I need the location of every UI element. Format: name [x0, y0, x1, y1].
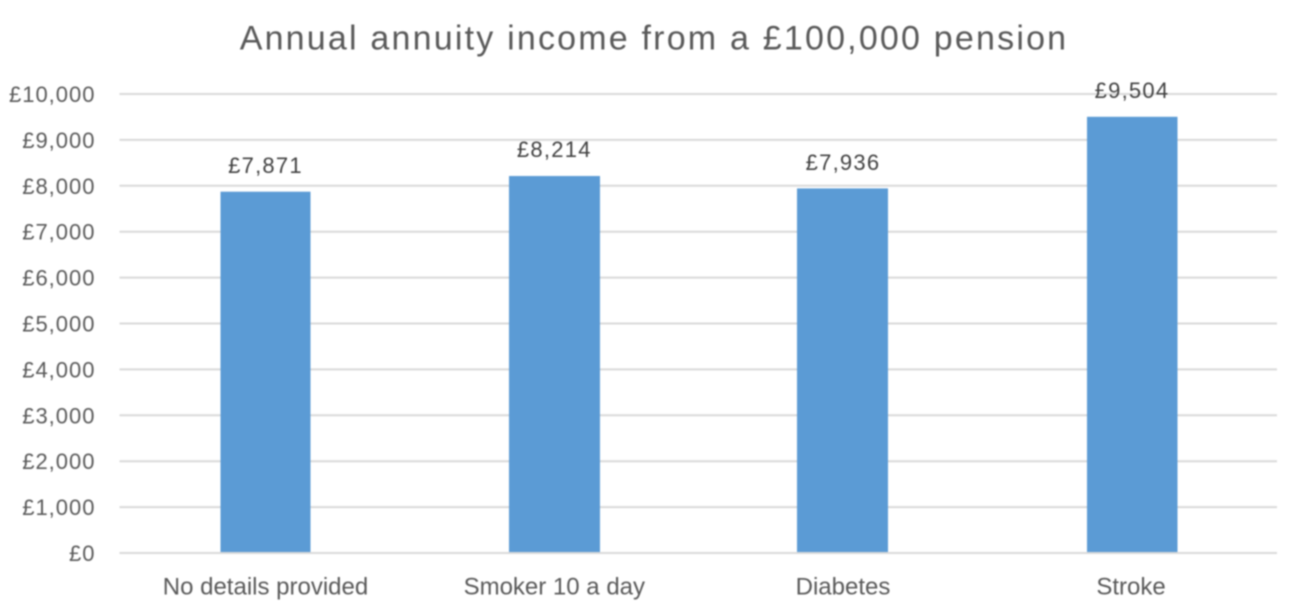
svg-text:£8,214: £8,214 [517, 137, 592, 162]
svg-text:£7,871: £7,871 [228, 153, 303, 178]
svg-text:£5,000: £5,000 [22, 312, 95, 337]
svg-text:£9,000: £9,000 [22, 128, 95, 153]
svg-text:£10,000: £10,000 [9, 82, 96, 107]
svg-text:£4,000: £4,000 [22, 357, 95, 382]
svg-text:£0: £0 [69, 541, 95, 566]
svg-text:£3,000: £3,000 [22, 403, 95, 428]
svg-text:Diabetes: Diabetes [796, 574, 891, 601]
svg-text:Stroke: Stroke [1096, 574, 1165, 601]
svg-text:Annual annuity income from a £: Annual annuity income from a £100,000 pe… [240, 20, 1069, 58]
svg-text:£7,936: £7,936 [806, 150, 881, 175]
svg-text:Smoker 10 a day: Smoker 10 a day [464, 574, 645, 601]
svg-text:£7,000: £7,000 [22, 220, 95, 245]
svg-text:£8,000: £8,000 [22, 174, 95, 199]
svg-text:£2,000: £2,000 [22, 449, 95, 474]
svg-text:£6,000: £6,000 [22, 266, 95, 291]
svg-text:No details provided: No details provided [163, 574, 368, 601]
svg-text:£9,504: £9,504 [1095, 78, 1170, 103]
svg-text:£1,000: £1,000 [22, 495, 95, 520]
